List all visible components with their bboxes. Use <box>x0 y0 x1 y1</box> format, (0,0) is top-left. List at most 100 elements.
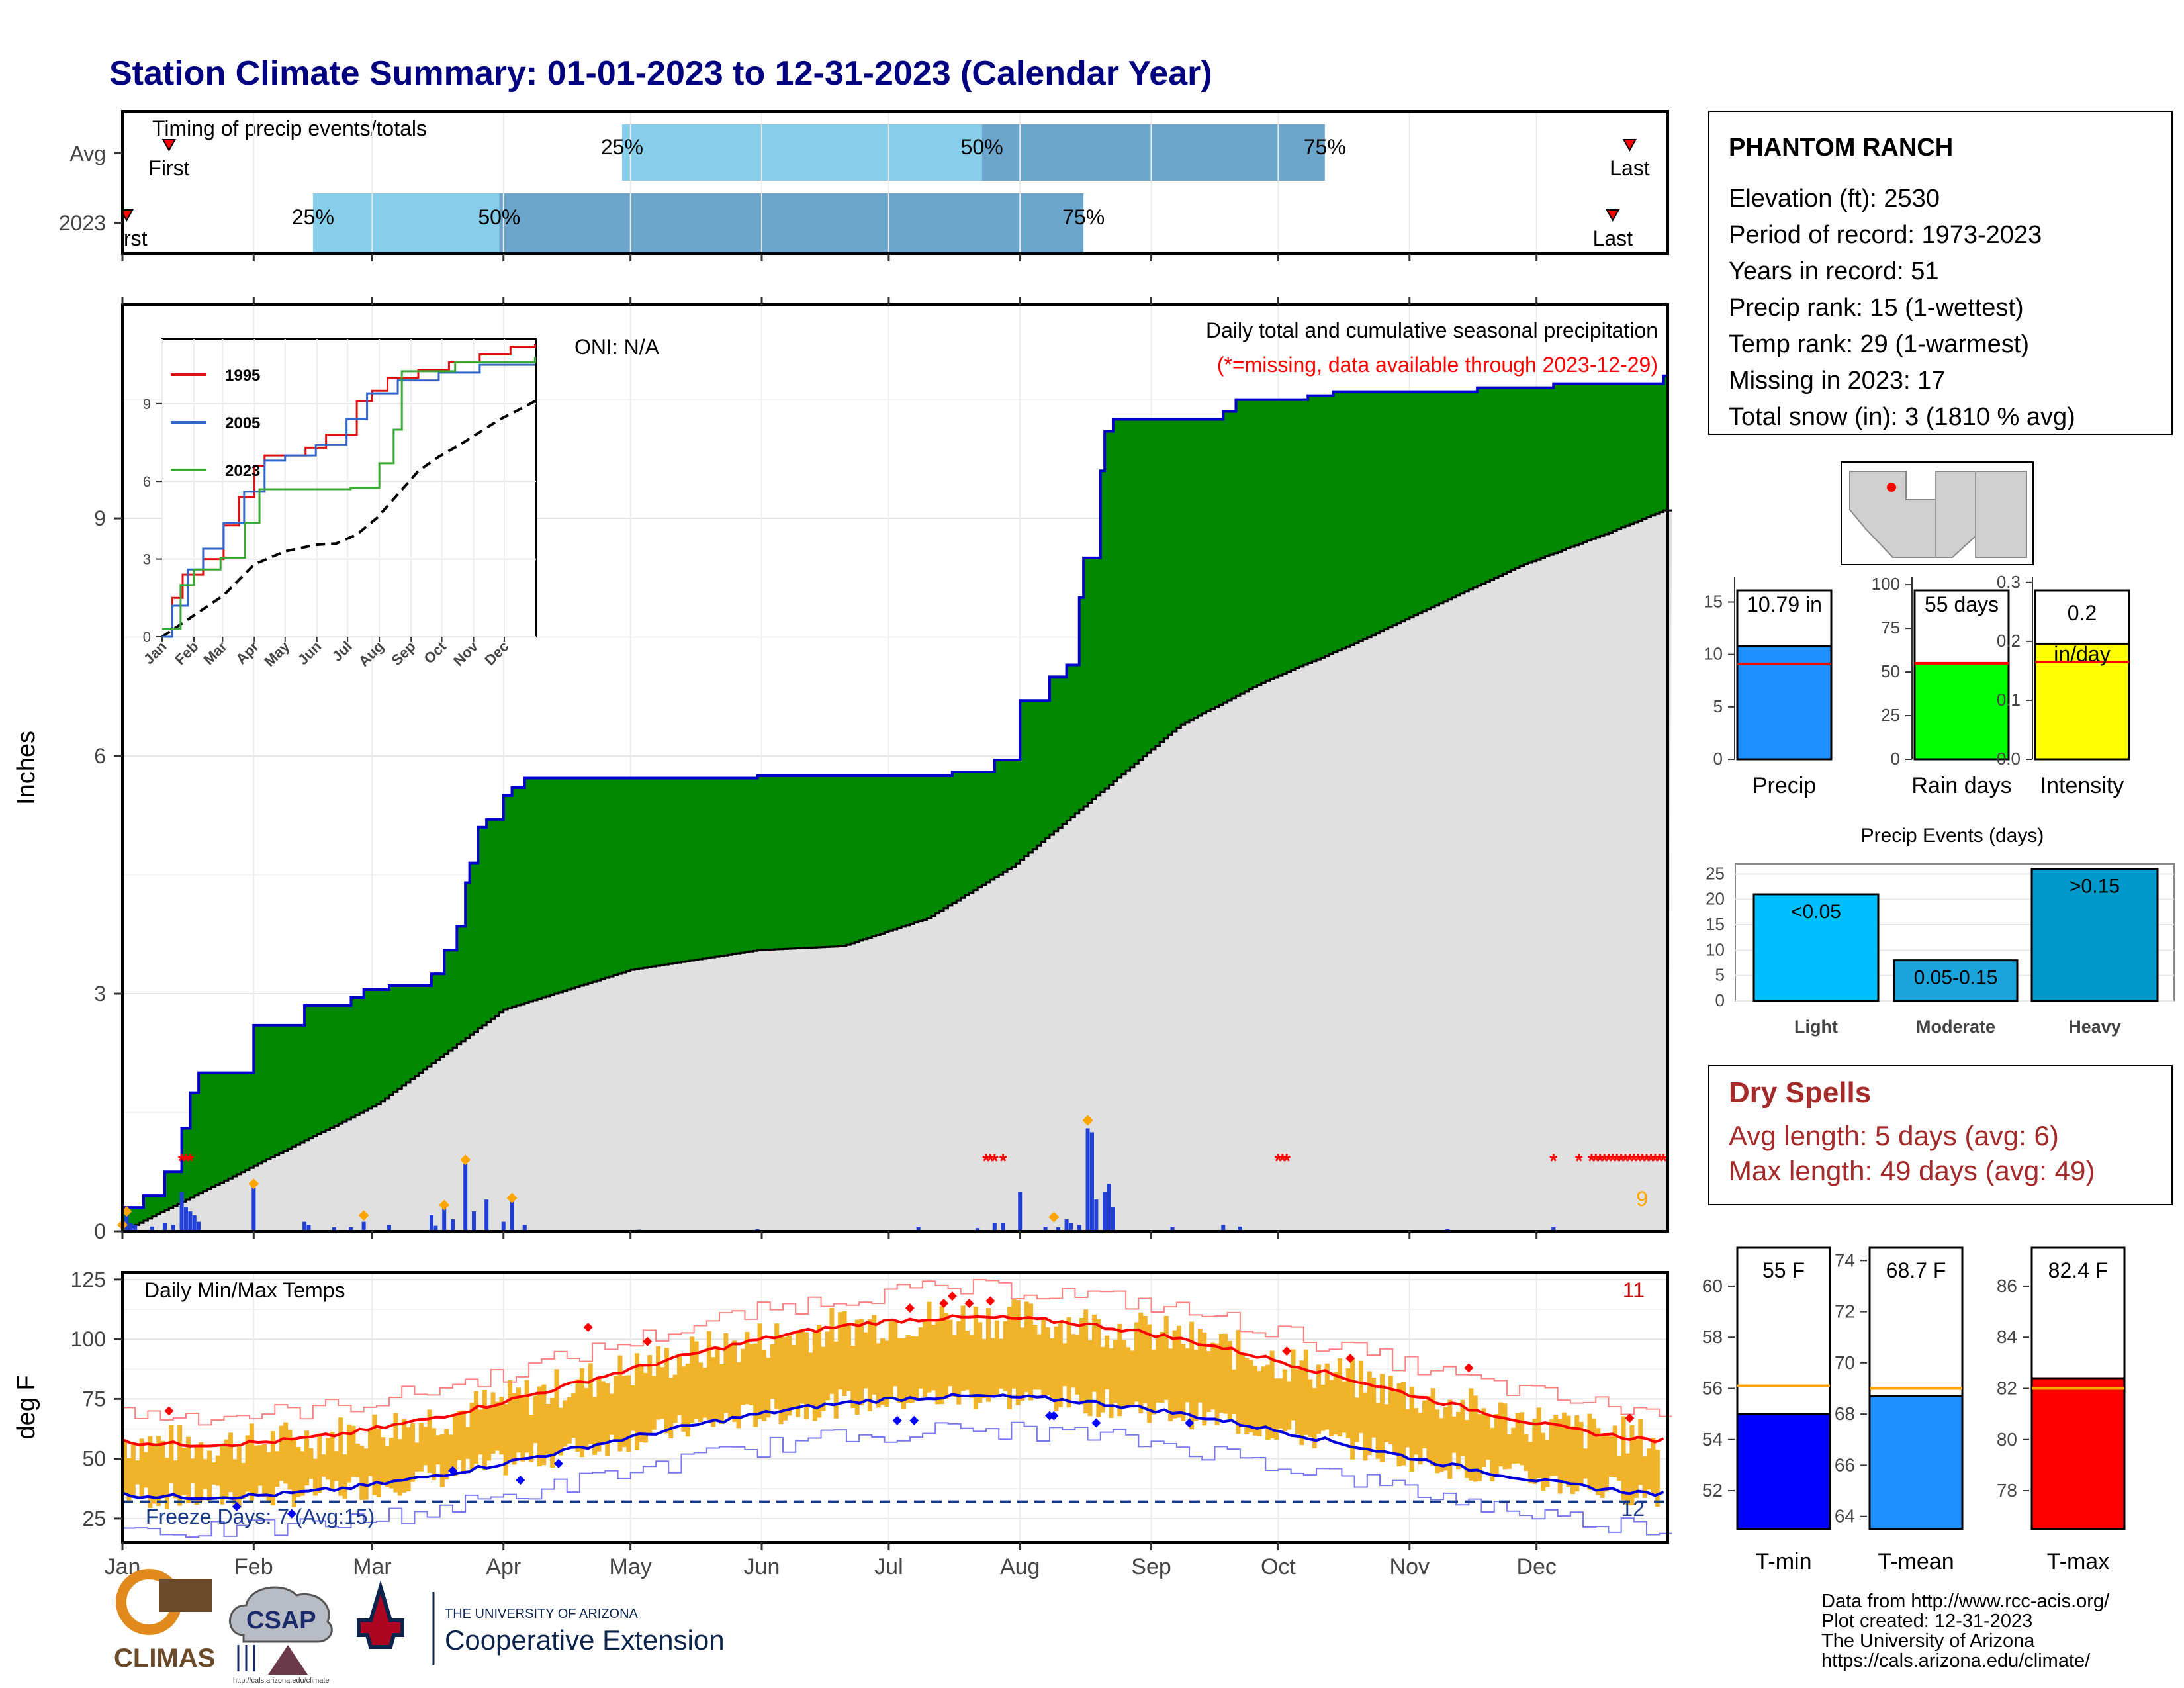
daily-temp-bar <box>867 1319 872 1411</box>
daily-temp-bar <box>1481 1408 1486 1468</box>
daily-temp-bar <box>1359 1360 1363 1433</box>
inset-month-label: Nov <box>450 637 482 669</box>
daily-temp-bar <box>808 1352 813 1408</box>
daily-temp-bar <box>1257 1371 1262 1436</box>
daily-temp-bar <box>270 1431 275 1506</box>
tsummary-ytick: 56 <box>1702 1378 1723 1399</box>
events-ytick: 15 <box>1706 914 1725 934</box>
daily-temp-bar <box>1329 1380 1334 1436</box>
daily-temp-bar <box>1253 1366 1258 1436</box>
daily-temp-bar <box>651 1376 657 1430</box>
dry-spells-max: Max length: 49 days (avg: 49) <box>1729 1155 2095 1186</box>
timing-2023-first-label: First <box>106 226 147 250</box>
summary-ytick: 50 <box>1881 661 1900 681</box>
csap-rain-lines <box>237 1645 255 1671</box>
missing-day-marker: * <box>1626 1150 1634 1172</box>
daily-temp-bar <box>803 1332 809 1420</box>
inset-ytick: 9 <box>143 396 151 412</box>
daily-temp-bar <box>1520 1412 1525 1466</box>
daily-temp-bar <box>817 1325 822 1418</box>
summary-value-precip: 10.79 in <box>1747 592 1822 616</box>
inset-month-label: Jul <box>329 638 355 665</box>
daily-temp-bar <box>1316 1364 1322 1434</box>
events-ytick: 10 <box>1706 939 1725 959</box>
daily-temp-bar <box>469 1403 475 1470</box>
daily-temp-bar <box>1138 1312 1144 1414</box>
temp-plot-area <box>122 1272 1672 1542</box>
daily-temp-bar <box>304 1430 310 1486</box>
daily-temp-bar <box>482 1389 487 1470</box>
daily-temp-bar <box>656 1346 661 1420</box>
tsummary-ytick: 84 <box>1997 1327 2017 1347</box>
daily-temp-bar <box>1324 1363 1330 1430</box>
station-line-missing: Missing in 2023: 17 <box>1729 367 1945 395</box>
daily-temp-bar <box>1633 1439 1639 1498</box>
daily-temp-bar <box>177 1424 183 1506</box>
daily-temp-bar <box>312 1458 318 1496</box>
precip-ylabel: Inches <box>13 731 40 805</box>
daily-temp-bar <box>427 1409 432 1473</box>
daily-temp-bar <box>194 1446 199 1505</box>
missing-day-marker: * <box>1609 1150 1617 1172</box>
daily-precip-bar <box>1077 1225 1081 1231</box>
credits: CLIMAS CSAP http://cals.arizona.edu/clim… <box>114 1569 2110 1685</box>
daily-temp-bar <box>1015 1300 1021 1405</box>
daily-temp-bar <box>275 1451 280 1487</box>
daily-temp-bar <box>253 1445 259 1496</box>
daily-temp-bar <box>1566 1415 1571 1487</box>
daily-temp-bar <box>520 1397 525 1462</box>
ua-small-text: THE UNIVERSITY OF ARIZONA <box>445 1607 639 1621</box>
daily-temp-bar <box>690 1336 695 1423</box>
locator-map <box>1841 461 2034 565</box>
events-ytick: 20 <box>1706 889 1725 909</box>
daily-temp-bar <box>1218 1334 1224 1413</box>
daily-temp-bar <box>782 1336 788 1421</box>
month-axis: Jan Feb Mar Apr May Jun Jul Aug Sep Oct … <box>105 1542 1557 1579</box>
daily-temp-bar <box>757 1323 762 1419</box>
daily-temp-bar <box>1557 1419 1563 1494</box>
csap-logo: CSAP http://cals.arizona.edu/climate <box>229 1586 333 1685</box>
event-bar <box>1893 959 2019 1002</box>
daily-temp-bar <box>1185 1348 1190 1403</box>
timing-avg-first-label: First <box>148 156 189 180</box>
summary-ytick: 0.0 <box>1997 749 2021 769</box>
climas-logo-block <box>159 1579 212 1612</box>
daily-temp-bar <box>215 1455 220 1486</box>
daily-temp-bar <box>1354 1397 1359 1442</box>
daily-precip-bar <box>1043 1227 1048 1231</box>
daily-temp-bar <box>681 1366 686 1432</box>
daily-temp-bar <box>1367 1371 1372 1456</box>
daily-temp-bar <box>1498 1402 1504 1467</box>
daily-temp-bar <box>838 1312 843 1390</box>
daily-temp-bar <box>1524 1434 1529 1471</box>
daily-temp-bar <box>1142 1316 1148 1404</box>
daily-temp-bar <box>1045 1327 1050 1395</box>
daily-temp-bar <box>1477 1414 1482 1481</box>
daily-temp-bar <box>1287 1381 1292 1430</box>
inset-y-axis: 0 3 6 9 <box>143 396 162 645</box>
daily-temp-bar <box>770 1344 775 1399</box>
daily-temp-bar <box>1083 1309 1089 1414</box>
inset-plot-area <box>161 339 536 638</box>
timing-2023-label: 2023 <box>59 211 106 235</box>
inset-ytick: 6 <box>143 473 151 490</box>
timing-avg-75-label: 75% <box>1304 135 1346 159</box>
tsummary-ytick: 58 <box>1702 1327 1723 1347</box>
daily-temp-bar <box>363 1448 369 1500</box>
daily-temp-bar <box>1553 1414 1559 1476</box>
daily-temp-bar <box>994 1320 999 1395</box>
record-high-marker <box>583 1323 593 1333</box>
daily-temp-bar <box>745 1331 750 1405</box>
daily-temp-bar <box>334 1451 339 1481</box>
tsummary-ytick: 72 <box>1835 1301 1855 1322</box>
oni-label: ONI: N/A <box>574 335 660 359</box>
daily-temp-bar <box>901 1338 907 1409</box>
daily-temp-bar <box>1050 1338 1054 1401</box>
daily-temp-bar <box>537 1386 542 1467</box>
summary-ytick: 10 <box>1704 644 1723 664</box>
daily-temp-bar <box>1621 1416 1626 1501</box>
university-of-arizona-logo: THE UNIVERSITY OF ARIZONA Cooperative Ex… <box>357 1580 725 1665</box>
event-name-heavy: Heavy <box>2068 1017 2121 1037</box>
daily-temp-bar <box>228 1432 233 1493</box>
